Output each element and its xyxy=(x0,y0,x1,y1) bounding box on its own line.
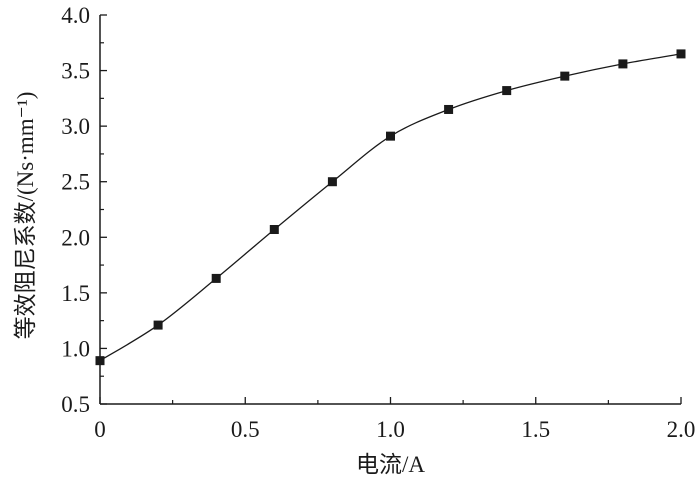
y-tick-label: 3.0 xyxy=(61,114,90,139)
x-tick-label: 0 xyxy=(94,417,106,442)
axes xyxy=(99,15,681,405)
data-point-marker xyxy=(444,104,454,114)
data-point-marker xyxy=(153,320,163,330)
y-tick-label: 1.0 xyxy=(61,336,90,361)
y-tick-label: 0.5 xyxy=(61,392,90,417)
x-tick-label: 1.5 xyxy=(521,417,550,442)
y-tick-label: 1.5 xyxy=(61,281,90,306)
y-tick-label: 2.0 xyxy=(61,225,90,250)
data-point-marker xyxy=(676,49,686,59)
data-point-marker xyxy=(618,59,628,69)
series xyxy=(95,49,686,366)
data-point-marker xyxy=(211,273,221,283)
x-tick-label: 0.5 xyxy=(231,417,260,442)
y-ticks: 0.5 1.0 1.5 2.0 2.5 3.0 3.5 4.0 xyxy=(61,3,107,417)
y-tick-label: 4.0 xyxy=(61,3,90,28)
x-axis-title: 电流/A xyxy=(356,452,425,477)
y-axis-title: 等效阻尼系数/(Ns·mm⁻¹) xyxy=(13,92,38,340)
x-ticks: 0 0.5 1.0 1.5 2.0 xyxy=(94,397,695,442)
data-point-marker xyxy=(386,131,395,141)
data-point-marker xyxy=(560,71,570,81)
data-point-marker xyxy=(327,177,337,187)
y-tick-label: 2.5 xyxy=(61,170,90,195)
data-point-marker xyxy=(502,86,512,96)
series-line xyxy=(99,53,682,362)
x-tick-label: 1.0 xyxy=(376,417,405,442)
data-point-marker xyxy=(269,225,279,235)
x-tick-label: 2.0 xyxy=(667,417,696,442)
data-point-marker xyxy=(95,356,105,366)
y-tick-label: 3.5 xyxy=(61,59,90,84)
